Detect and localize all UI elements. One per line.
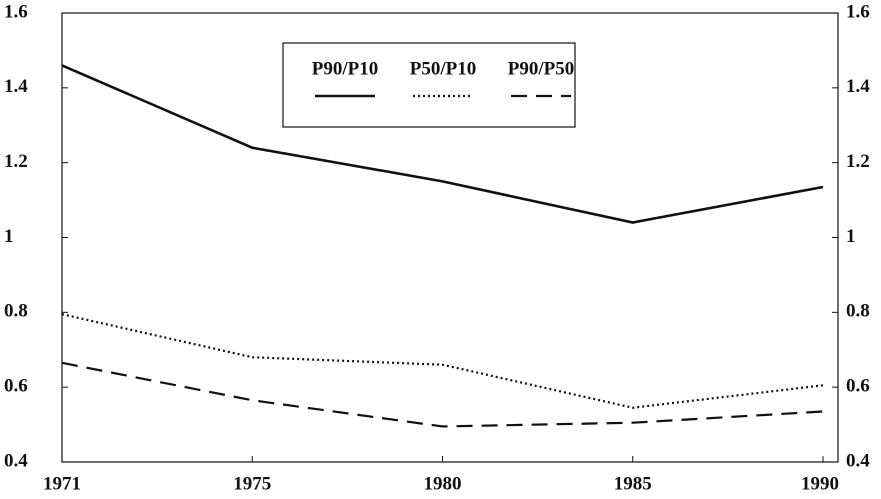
y-tick-label: 0.6 bbox=[4, 376, 28, 397]
y2-tick-label: 1.4 bbox=[846, 76, 870, 97]
x-tick-label: 1975 bbox=[233, 473, 271, 494]
series-line bbox=[61, 313, 824, 409]
y2-tick-label: 0.8 bbox=[846, 301, 870, 322]
y-tick-label: 1.4 bbox=[4, 76, 28, 97]
y-tick-label: 1 bbox=[4, 226, 14, 247]
y-tick-label: 0.4 bbox=[4, 450, 28, 471]
x-tick-label: 1971 bbox=[43, 473, 81, 494]
y-tick-label: 1.2 bbox=[4, 151, 28, 172]
plot-frame bbox=[61, 12, 839, 463]
legend-label: P90/P10 bbox=[312, 58, 379, 79]
y-tick-label: 0.8 bbox=[4, 301, 28, 322]
x-tick-label: 1990 bbox=[801, 473, 839, 494]
legend-label: P50/P10 bbox=[410, 58, 477, 79]
y-tick-label: 1.6 bbox=[4, 1, 28, 22]
y2-tick-label: 1.2 bbox=[846, 151, 870, 172]
y2-tick-label: 0.6 bbox=[846, 376, 870, 397]
series-line bbox=[61, 64, 824, 224]
legend-box bbox=[282, 42, 576, 128]
x-tick-label: 1985 bbox=[614, 473, 652, 494]
legend-label: P90/P50 bbox=[508, 58, 575, 79]
y2-tick-label: 1.6 bbox=[846, 1, 870, 22]
x-tick-label: 1980 bbox=[424, 473, 462, 494]
y2-tick-label: 0.4 bbox=[846, 450, 870, 471]
y2-tick-label: 1 bbox=[846, 226, 856, 247]
series-line bbox=[61, 361, 824, 428]
